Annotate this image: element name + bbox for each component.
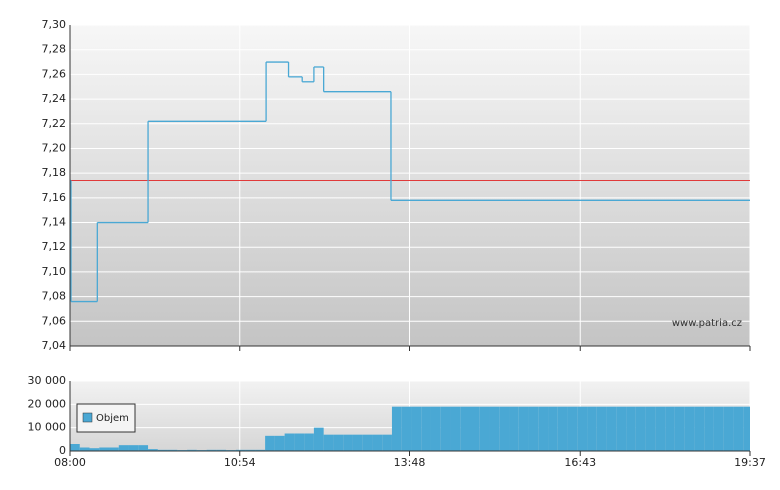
volume-bar	[70, 444, 80, 451]
volume-bar	[255, 449, 266, 451]
volume-bar	[694, 406, 705, 451]
volume-bar	[450, 406, 461, 451]
volume-bar	[333, 434, 344, 451]
volume-bar	[489, 406, 500, 451]
volume-bar	[499, 406, 510, 451]
volume-bar	[557, 406, 568, 451]
volume-bar	[518, 406, 529, 451]
y-tick-label: 7,12	[42, 240, 67, 253]
y-tick-label: 7,24	[42, 92, 67, 105]
volume-bar	[401, 406, 412, 451]
volume-bar	[704, 406, 714, 451]
x-tick-label: 13:48	[394, 456, 426, 469]
y-tick-label: 7,08	[42, 290, 67, 303]
y-tick-label: 7,26	[42, 67, 67, 80]
volume-bar	[323, 434, 334, 451]
x-tick-label: 08:00	[54, 456, 86, 469]
y-tick-label: 7,18	[42, 166, 67, 179]
y-tick-label: 7,10	[42, 265, 67, 278]
volume-bar	[723, 406, 734, 451]
legend-box	[76, 403, 136, 433]
volume-bar	[79, 447, 90, 451]
volume-bar	[206, 449, 217, 451]
volume-bar	[265, 435, 275, 451]
volume-bar	[274, 435, 285, 451]
volume-bar	[743, 406, 750, 451]
volume-bar	[128, 445, 139, 451]
volume-bar	[548, 406, 558, 451]
volume-bar	[596, 406, 607, 451]
layers: 7,04 7,06 7,08 7,10 7,12 7,14 7,16 7,18 7,20 7,22…	[28, 18, 766, 469]
volume-bar	[430, 406, 441, 451]
y-tick-label: 20 000	[28, 397, 67, 410]
legend-swatch	[82, 412, 93, 423]
volume-bar	[138, 445, 149, 451]
y-tick-label: 7,20	[42, 141, 67, 154]
volume-bar	[479, 406, 490, 451]
x-tick-label: 10:54	[224, 456, 256, 469]
y-tick-label: 30 000	[28, 374, 67, 387]
volume-bar	[733, 406, 744, 451]
volume-bar	[626, 406, 636, 451]
y-tick-label: 10 000	[28, 421, 67, 434]
volume-bar	[470, 406, 480, 451]
volume-bar	[118, 445, 129, 451]
y-tick-label: 7,28	[42, 43, 67, 56]
volume-bar	[713, 406, 724, 451]
y-tick-label: 7,04	[42, 339, 67, 352]
volume-bar	[440, 406, 451, 451]
volume-bar	[382, 434, 392, 451]
volume-bar	[235, 449, 246, 451]
volume-bar	[313, 427, 324, 451]
volume-bar	[391, 406, 402, 451]
volume-bar	[109, 447, 119, 451]
x-tick-label: 16:43	[564, 456, 596, 469]
volume-bar	[187, 449, 197, 451]
volume-bar	[577, 406, 588, 451]
volume-bar	[343, 434, 353, 451]
x-tick-label: 19:37	[734, 456, 766, 469]
y-tick-label: 7,06	[42, 314, 67, 327]
volume-bar	[665, 406, 675, 451]
volume-bar	[528, 406, 539, 451]
volume-bar	[372, 434, 383, 451]
volume-bar	[362, 434, 373, 451]
volume-bar	[509, 406, 519, 451]
legend-label: Objem	[96, 413, 129, 424]
volume-bar	[538, 406, 549, 451]
volume-bar	[411, 406, 422, 451]
y-tick-label: 7,14	[42, 216, 67, 229]
y-tick-label: 0	[59, 444, 66, 457]
volume-bar	[99, 447, 110, 451]
volume-bar	[645, 406, 656, 451]
volume-bar	[284, 433, 295, 451]
volume-bar	[245, 449, 256, 451]
volume-bar	[616, 406, 627, 451]
volume-bar	[421, 406, 431, 451]
volume-bar	[148, 449, 158, 451]
volume-bar	[684, 406, 695, 451]
y-tick-label: 7,16	[42, 191, 67, 204]
y-tick-label: 7,30	[42, 18, 67, 31]
y-tick-label: 7,22	[42, 117, 67, 130]
volume-bar	[587, 406, 597, 451]
volume-bar	[635, 406, 646, 451]
volume-bar	[606, 406, 617, 451]
volume-bar	[655, 406, 666, 451]
volume-bar	[460, 406, 470, 451]
volume-bar	[352, 434, 363, 451]
volume-bar	[157, 449, 168, 451]
volume-bar	[567, 406, 578, 451]
volume-bar	[294, 433, 305, 451]
volume-bar	[216, 449, 227, 451]
watermark: www.patria.cz	[672, 318, 742, 329]
volume-bar	[674, 406, 685, 451]
volume-bar	[89, 448, 100, 451]
volume-bar	[304, 433, 314, 451]
volume-bar	[167, 449, 178, 451]
